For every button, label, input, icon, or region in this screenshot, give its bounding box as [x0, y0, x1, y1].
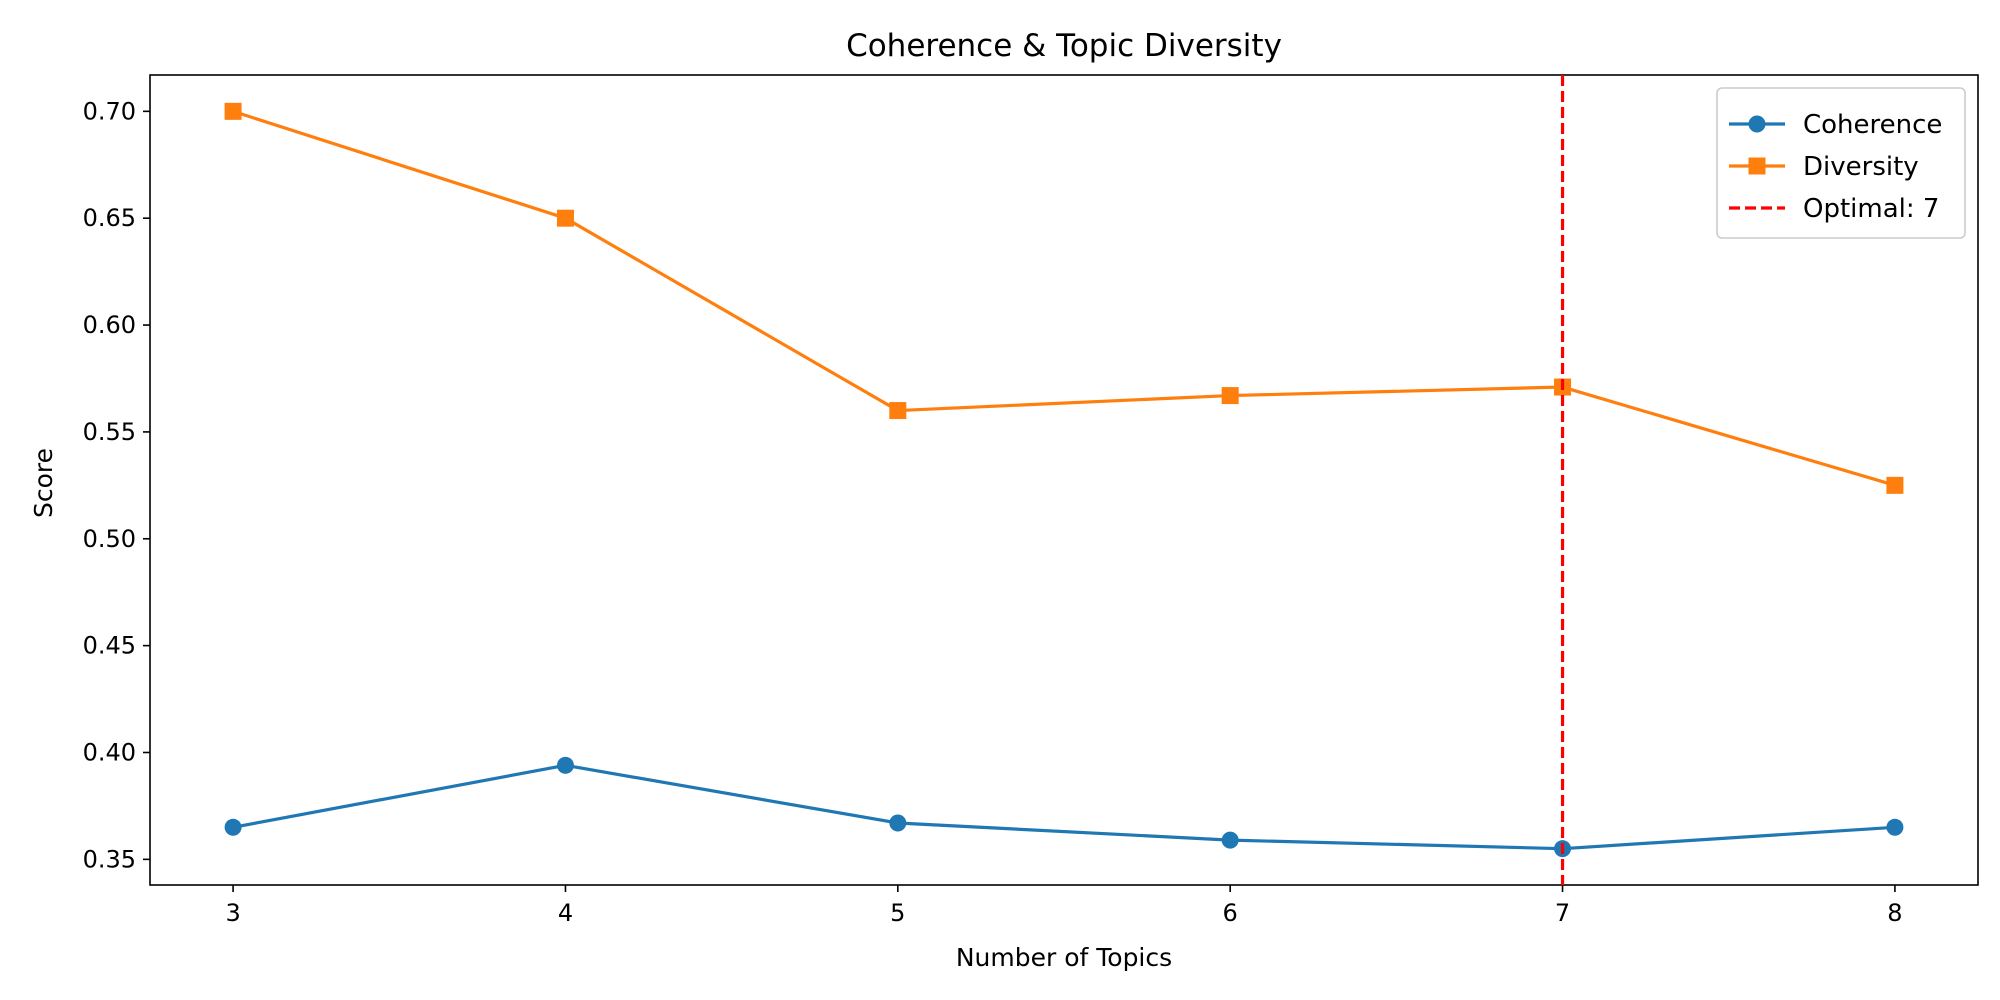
data-point-coherence: [889, 814, 907, 832]
x-axis-label: Number of Topics: [956, 943, 1172, 972]
legend-label-diversity: Diversity: [1803, 152, 1919, 182]
data-point-coherence: [224, 818, 242, 836]
x-tick-label: 5: [890, 899, 905, 927]
legend-label-coherence: Coherence: [1803, 110, 1942, 140]
data-point-coherence: [556, 756, 574, 774]
data-point-diversity: [1886, 476, 1904, 494]
y-axis-label: Score: [29, 448, 58, 518]
data-point-diversity: [556, 209, 574, 227]
data-point-diversity: [889, 402, 907, 420]
series-line-coherence: [232, 763, 1896, 851]
plot-area: 0.35 0.40 0.45 0.50 0.55 0.60 0.65 0.70 3 4 5 6 7 8: [83, 74, 1979, 927]
data-point-diversity: [1221, 387, 1239, 405]
legend: Coherence Diversity Optimal: 7: [1716, 87, 1966, 239]
y-tick-label: 0.45: [83, 632, 136, 660]
y-tick-label: 0.65: [83, 204, 136, 232]
y-tick-label: 0.40: [83, 738, 136, 766]
x-tick-label: 3: [225, 899, 240, 927]
y-tick-label: 0.55: [83, 418, 136, 446]
series-line-diversity: [232, 109, 1896, 487]
y-tick-label: 0.70: [83, 97, 136, 125]
data-point-coherence: [1221, 831, 1239, 849]
x-tick-label: 4: [558, 899, 573, 927]
plot-frame: [149, 74, 1979, 886]
data-point-diversity: [224, 102, 242, 120]
data-point-coherence: [1886, 818, 1904, 836]
x-tick-label: 7: [1555, 899, 1570, 927]
legend-label-optimal: Optimal: 7: [1803, 194, 1939, 224]
x-tick-label: 8: [1887, 899, 1902, 927]
y-tick-label: 0.60: [83, 311, 136, 339]
legend-marker-diversity: [1748, 157, 1766, 175]
chart-title: Coherence & Topic Diversity: [846, 28, 1282, 64]
legend-marker-coherence: [1748, 115, 1766, 133]
x-tick-label: 6: [1223, 899, 1238, 927]
y-tick-label: 0.35: [83, 845, 136, 873]
y-tick-label: 0.50: [83, 525, 136, 553]
